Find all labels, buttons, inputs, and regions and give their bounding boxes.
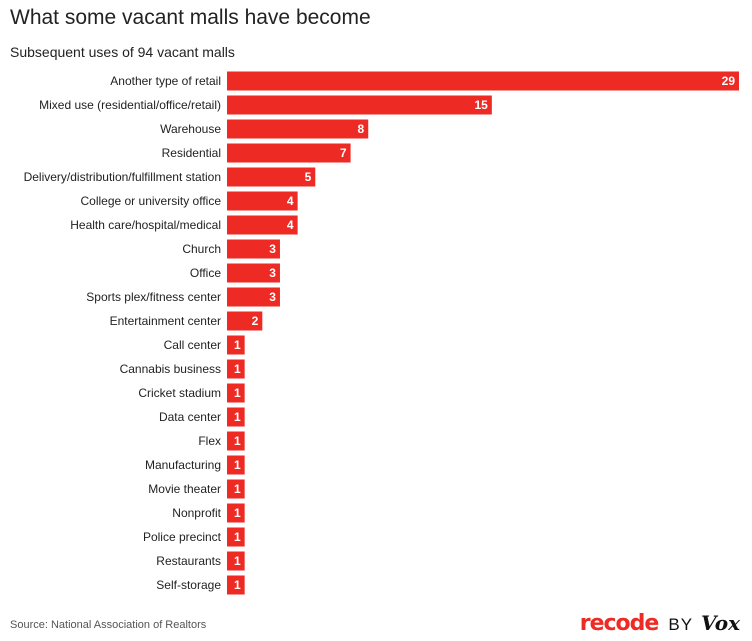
value-label-self-storage: 1 <box>234 578 241 592</box>
recode-logo: recode <box>579 611 660 636</box>
value-label-sports-plex-fitness-center: 3 <box>269 290 276 304</box>
brand-by-text: BY <box>668 615 694 634</box>
value-label-church: 3 <box>269 242 276 256</box>
category-label-data-center: Data center <box>159 410 221 424</box>
value-label-nonprofit: 1 <box>234 506 241 520</box>
bar-flex <box>227 431 245 451</box>
value-label-entertainment-center: 2 <box>252 314 259 328</box>
category-label-delivery-distribution-fulfillment-station: Delivery/distribution/fulfillment statio… <box>24 170 221 184</box>
value-label-another-type-of-retail: 29 <box>722 74 736 88</box>
brand-logo: recode BY Vox <box>580 611 740 636</box>
category-label-cannabis-business: Cannabis business <box>120 362 221 376</box>
value-label-movie-theater: 1 <box>234 482 241 496</box>
bar-another-type-of-retail <box>227 71 739 91</box>
value-label-health-care-hospital-medical: 4 <box>287 218 294 232</box>
value-label-residential: 7 <box>340 146 347 160</box>
category-label-manufacturing: Manufacturing <box>145 458 221 472</box>
category-label-church: Church <box>182 242 221 256</box>
bar-nonprofit <box>227 503 245 523</box>
value-label-mixed-use-residential-office-retail: 15 <box>474 98 488 112</box>
value-label-restaurants: 1 <box>234 554 241 568</box>
value-label-police-precinct: 1 <box>234 530 241 544</box>
bar-cannabis-business <box>227 359 245 379</box>
chart-subtitle: Subsequent uses of 94 vacant malls <box>10 44 235 60</box>
bar-call-center <box>227 335 245 355</box>
category-label-cricket-stadium: Cricket stadium <box>138 386 221 400</box>
category-label-entertainment-center: Entertainment center <box>110 314 221 328</box>
value-label-office: 3 <box>269 266 276 280</box>
bar-police-precinct <box>227 527 245 547</box>
value-label-warehouse: 8 <box>358 122 365 136</box>
category-label-self-storage: Self-storage <box>156 578 221 592</box>
bar-restaurants <box>227 551 245 571</box>
value-label-manufacturing: 1 <box>234 458 241 472</box>
category-label-office: Office <box>190 266 221 280</box>
bar-mixed-use-residential-office-retail <box>227 95 492 115</box>
bar-sports-plex-fitness-center <box>227 287 280 307</box>
category-label-movie-theater: Movie theater <box>148 482 221 496</box>
bar-residential <box>227 143 351 163</box>
category-label-mixed-use-residential-office-retail: Mixed use (residential/office/retail) <box>39 98 221 112</box>
category-label-nonprofit: Nonprofit <box>172 506 221 520</box>
bar-self-storage <box>227 575 245 595</box>
category-label-flex: Flex <box>198 434 221 448</box>
value-label-data-center: 1 <box>234 410 241 424</box>
value-label-cannabis-business: 1 <box>234 362 241 376</box>
value-label-flex: 1 <box>234 434 241 448</box>
value-label-delivery-distribution-fulfillment-station: 5 <box>305 170 312 184</box>
category-label-call-center: Call center <box>164 338 221 352</box>
bar-church <box>227 239 280 259</box>
category-label-restaurants: Restaurants <box>156 554 221 568</box>
value-label-call-center: 1 <box>234 338 241 352</box>
category-label-health-care-hospital-medical: Health care/hospital/medical <box>70 218 221 232</box>
bar-manufacturing <box>227 455 245 475</box>
category-label-sports-plex-fitness-center: Sports plex/fitness center <box>86 290 221 304</box>
category-label-another-type-of-retail: Another type of retail <box>110 74 221 88</box>
value-label-college-or-university-office: 4 <box>287 194 294 208</box>
value-label-cricket-stadium: 1 <box>234 386 241 400</box>
bar-cricket-stadium <box>227 383 245 403</box>
category-label-police-precinct: Police precinct <box>143 530 222 544</box>
bar-entertainment-center <box>227 311 263 331</box>
bar-delivery-distribution-fulfillment-station <box>227 167 316 187</box>
chart-title: What some vacant malls have become <box>10 6 371 29</box>
bar-warehouse <box>227 119 369 139</box>
category-label-warehouse: Warehouse <box>160 122 221 136</box>
bar-office <box>227 263 280 283</box>
category-label-college-or-university-office: College or university office <box>80 194 221 208</box>
category-label-residential: Residential <box>162 146 221 160</box>
bar-health-care-hospital-medical <box>227 215 298 235</box>
source-note: Source: National Association of Realtors <box>10 619 207 631</box>
bar-college-or-university-office <box>227 191 298 211</box>
bar-movie-theater <box>227 479 245 499</box>
bar-data-center <box>227 407 245 427</box>
vox-logo: Vox <box>701 611 740 635</box>
